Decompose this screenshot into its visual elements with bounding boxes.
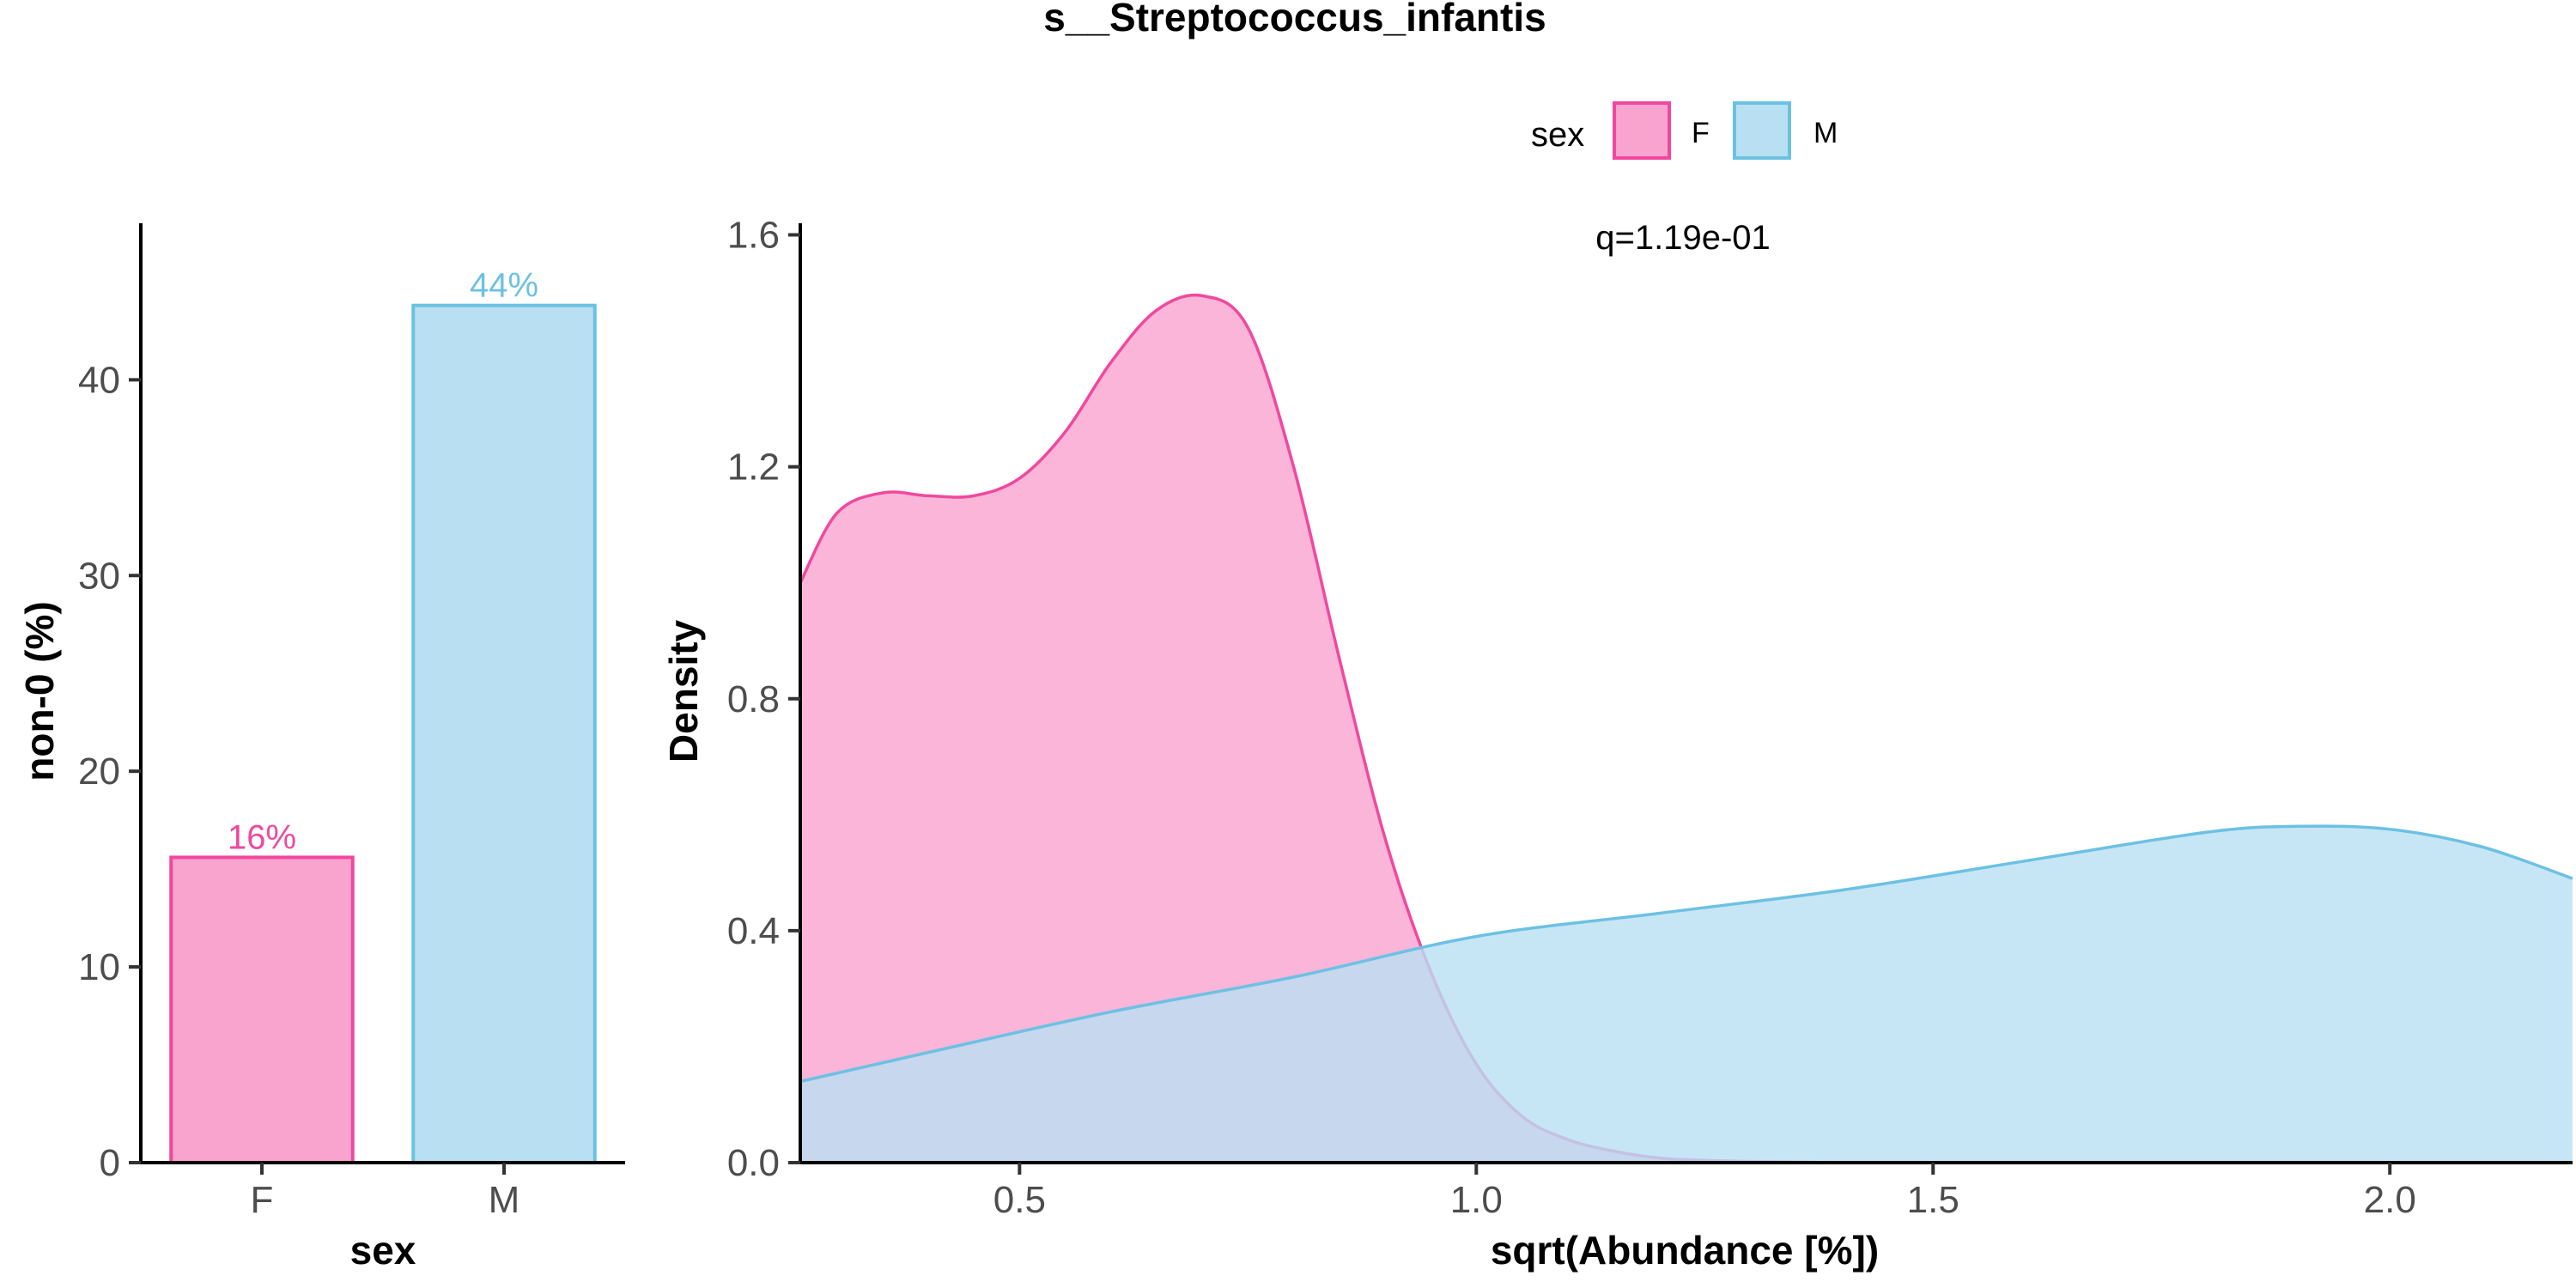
density-y-tick-label: 0.4 bbox=[727, 910, 780, 952]
density-y-axis-title: Density bbox=[661, 620, 706, 763]
legend-label-m: M bbox=[1814, 117, 1838, 149]
density-y-tick-label: 1.6 bbox=[727, 215, 780, 257]
density-x-tick-label: 1.0 bbox=[1450, 1179, 1503, 1221]
bar-y-ticks: 0 10 20 30 40 bbox=[78, 359, 141, 1184]
density-line-m bbox=[799, 824, 2573, 1084]
density-y-tick-label: 0.8 bbox=[727, 678, 780, 720]
bar-x-tick-label: F bbox=[251, 1179, 274, 1221]
density-area-m bbox=[800, 826, 2573, 1163]
density-y-tick-label: 1.2 bbox=[727, 447, 780, 489]
chart-title: s__Streptococcus_infantis bbox=[1043, 0, 1546, 39]
density-x-tick-label: 1.5 bbox=[1907, 1179, 1959, 1221]
q-value-annotation: q=1.19e-01 bbox=[1595, 219, 1771, 257]
density-x-tick-label: 0.5 bbox=[993, 1179, 1046, 1221]
legend-key-f bbox=[1613, 101, 1671, 160]
bar-y-tick-label: 30 bbox=[78, 555, 120, 597]
density-x-tick-label: 2.0 bbox=[2364, 1179, 2416, 1221]
legend: sex F M bbox=[1531, 101, 1838, 160]
bar-data-label-m: 44% bbox=[470, 267, 538, 305]
legend-label-f: F bbox=[1692, 117, 1710, 149]
density-area-f bbox=[800, 295, 1842, 1163]
bar-y-tick-label: 20 bbox=[78, 750, 120, 793]
bar-f bbox=[169, 855, 355, 1164]
bar-y-axis-title: non-0 (%) bbox=[17, 601, 62, 781]
density-y-ticks: 0.0 0.4 0.8 1.2 1.6 bbox=[727, 215, 800, 1184]
bar-x-axis-title: sex bbox=[350, 1228, 416, 1273]
density-x-ticks: 0.5 1.0 1.5 2.0 bbox=[993, 1163, 2416, 1221]
bar-m bbox=[411, 303, 597, 1165]
bar-y-tick-label: 10 bbox=[78, 946, 120, 988]
bar-data-label-f: 16% bbox=[228, 818, 296, 856]
legend-key-m bbox=[1733, 101, 1791, 160]
bar-y-tick-label: 0 bbox=[100, 1142, 120, 1184]
density-marks bbox=[799, 293, 2573, 1164]
bar-x-tick-label: M bbox=[489, 1179, 520, 1221]
density-x-axis-title: sqrt(Abundance [%]) bbox=[1491, 1228, 1879, 1273]
legend-title: sex bbox=[1531, 116, 1584, 154]
bar-marks: 16% 44% bbox=[169, 267, 597, 1165]
density-y-tick-label: 0.0 bbox=[727, 1142, 780, 1184]
density-panel: 0.00.40.81.21.6 0.5 1.0 1.5 2.0 q=1.19e-01 … bbox=[661, 215, 2573, 1273]
bar-y-tick-label: 40 bbox=[78, 359, 120, 401]
